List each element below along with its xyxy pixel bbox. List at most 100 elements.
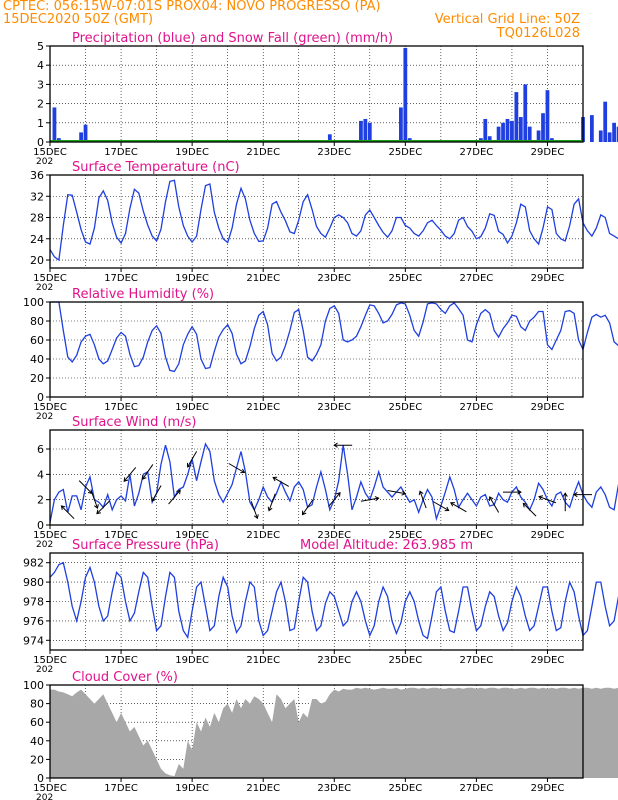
wind-arrow-icon [387,490,407,496]
header-model-id: TQ0126L028 [496,26,580,41]
wind-arrow-icon [450,502,467,513]
precipitation-title: Precipitation (blue) and Snow Fall (gree… [72,31,393,46]
wind-arrow-icon [78,480,93,495]
x-tick-label: 17DEC [104,402,138,413]
x-tick-label: 15DEC [33,147,67,158]
x-tick-label: 25DEC [388,402,422,413]
wind-arrow-icon [562,492,568,512]
wind-arrow-icon [328,492,341,507]
cloud_cover-panel: 0 20 40 60 80 100 15DEC 17DEC 19DEC 21DEC 23DEC 25D… [23,670,618,800]
y-tick-label: 0 [37,391,44,404]
y-tick-label: 4 [37,59,44,72]
precipitation-bar [367,122,372,142]
x-year-label: 202 [36,157,53,167]
precipitation-bar [510,120,514,142]
x-tick-label: 27DEC [460,530,494,541]
wind-arrow-icon [90,491,99,510]
x-tick-label: 21DEC [246,402,280,413]
x-tick-label: 27DEC [460,147,494,158]
precipitation-frame [49,45,584,143]
y-tick-label: 978 [23,596,44,609]
x-year-label: 202 [36,283,53,293]
x-tick-label: 29DEC [531,273,565,284]
y-tick-label: 0 [37,772,44,785]
x-tick-label: 29DEC [531,783,565,794]
x-tick-label: 23DEC [317,147,351,158]
x-tick-label: 21DEC [246,655,280,666]
x-tick-label: 15DEC [33,655,67,666]
x-tick-label: 23DEC [317,783,351,794]
cloud_cover-title: Cloud Cover (%) [72,670,178,685]
y-tick-label: 0 [37,519,44,532]
header-station-line: CPTEC: 056:15W-07:01S PROX04: NOVO PROGR… [3,0,381,14]
precipitation-bar [527,126,532,142]
x-tick-label: 29DEC [531,147,565,158]
y-tick-label: 0 [37,136,44,149]
wind-line [49,442,618,523]
x-tick-label: 15DEC [33,402,67,413]
y-tick-label: 100 [23,679,44,692]
cloud_cover-frame [49,684,584,779]
y-tick-label: 2 [37,494,44,507]
y-tick-label: 982 [23,557,44,570]
precipitation-bar [603,101,608,142]
precipitation-bar [83,124,88,142]
y-tick-label: 2 [37,98,44,111]
x-tick-label: 19DEC [175,655,209,666]
precipitation-bar [327,134,332,142]
y-tick-label: 100 [23,296,44,309]
precipitation-bar [518,117,523,142]
wind-arrow-icon [228,463,246,474]
precipitation-bar [399,107,403,142]
y-tick-label: 20 [30,254,44,267]
x-tick-label: 27DEC [460,273,494,284]
wind-arrow-icon [432,501,450,512]
x-tick-label: 27DEC [460,783,494,794]
precipitation-bar [79,132,83,142]
x-tick-label: 17DEC [104,655,138,666]
x-tick-label: 17DEC [104,530,138,541]
x-year-label: 202 [36,665,53,675]
y-tick-label: 60 [30,334,44,347]
x-tick-label: 29DEC [531,530,565,541]
humidity-title: Relative Humidity (%) [72,287,214,302]
x-tick-label: 19DEC [175,783,209,794]
precipitation-bar [541,113,545,142]
wind-title: Surface Wind (m/s) [72,415,196,430]
y-tick-label: 28 [30,212,44,225]
x-tick-label: 23DEC [317,530,351,541]
wind-arrow-icon [60,505,75,520]
precipitation-bar [363,118,368,142]
x-tick-label: 29DEC [531,402,565,413]
x-tick-label: 21DEC [246,783,280,794]
wind-frame [49,429,584,526]
precipitation-bar [505,118,510,142]
pressure-title: Surface Pressure (hPa) [72,538,219,553]
y-tick-label: 40 [30,735,44,748]
x-tick-label: 25DEC [388,655,422,666]
temperature-panel: 20 24 28 32 36 15DEC 17DEC 19DEC 21DEC 23DEC 25DEC… [30,160,618,293]
x-tick-label: 27DEC [460,655,494,666]
humidity-frame [49,301,584,398]
temperature-frame [49,174,584,269]
precipitation-bar [483,118,488,142]
wind-arrow-icon [522,502,537,517]
x-tick-label: 19DEC [175,147,209,158]
x-tick-label: 17DEC [104,147,138,158]
y-tick-label: 976 [23,615,44,628]
y-tick-label: 20 [30,372,44,385]
x-tick-label: 25DEC [388,783,422,794]
x-tick-label: 19DEC [175,402,209,413]
y-tick-label: 4 [37,468,44,481]
y-tick-label: 24 [30,233,44,246]
y-tick-label: 40 [30,353,44,366]
precipitation-bar [487,136,492,142]
wind-arrow-icon [538,495,557,504]
wind-arrow-icon [301,499,314,516]
precipitation-panel: 0 1 2 3 4 5 15DEC 17DEC 19DEC 21DEC 23DEC 25DEC 27DE… [33,31,618,167]
wind-arrow-icon [142,464,154,480]
model-altitude-label: Model Altitude: 263.985 m [300,538,473,553]
x-tick-label: 21DEC [246,530,280,541]
precipitation-bar [589,115,594,142]
